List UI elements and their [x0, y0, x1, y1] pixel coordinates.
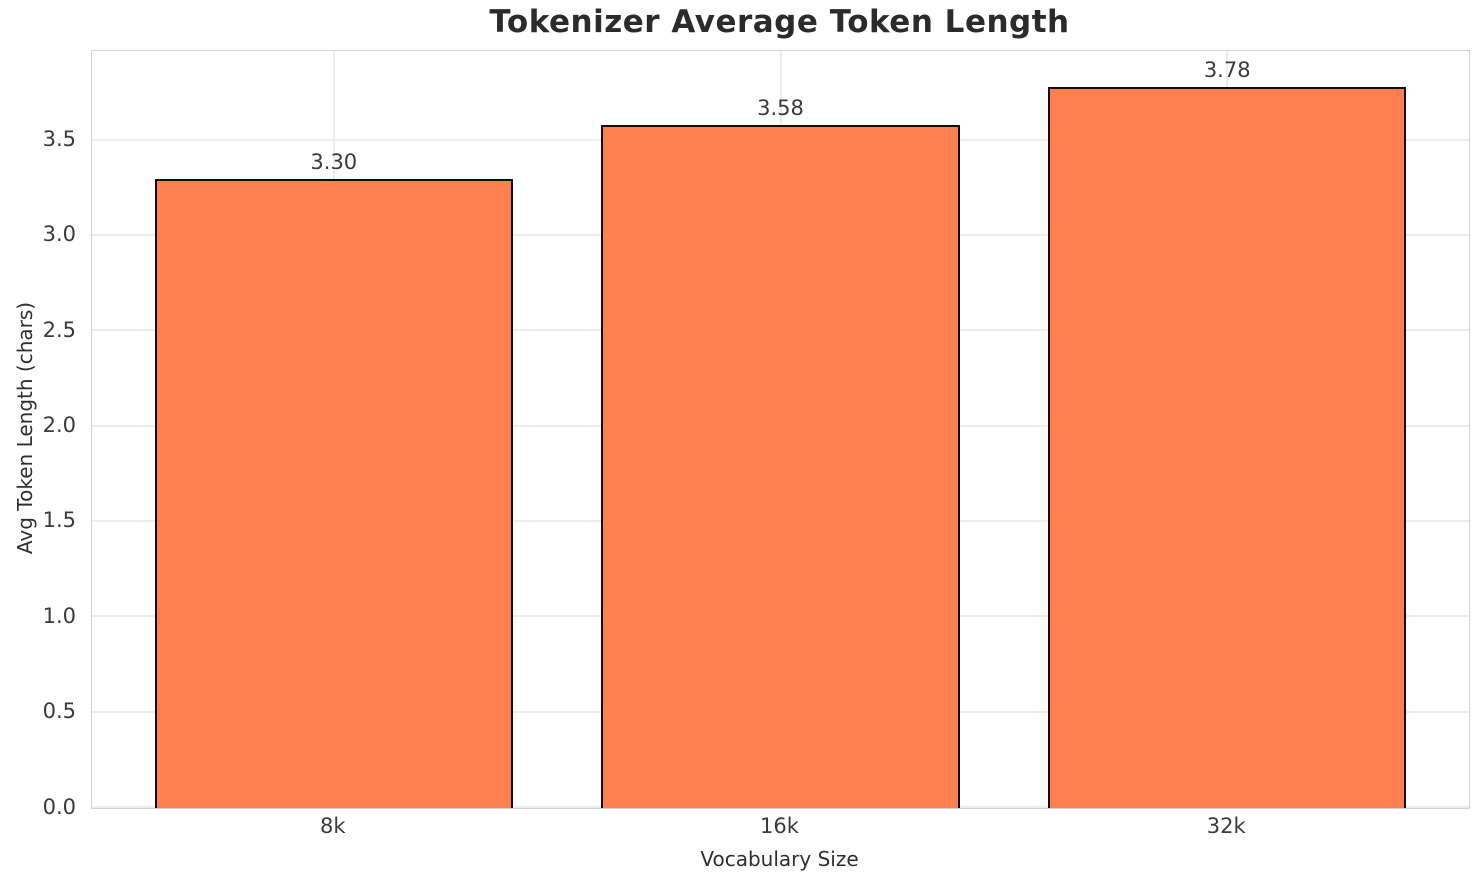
- y-tick-1.5: 1.5: [42, 508, 76, 533]
- bar-16k: [601, 125, 960, 808]
- y-tick-0.5: 0.5: [42, 699, 76, 724]
- chart-title: Tokenizer Average Token Length: [489, 4, 1070, 40]
- bar-value-label-16k: 3.58: [757, 96, 804, 121]
- y-tick-3.0: 3.0: [42, 222, 76, 247]
- bar-value-label-32k: 3.78: [1203, 58, 1251, 83]
- y-tick-2.0: 2.0: [42, 413, 76, 438]
- bar-32k: [1048, 87, 1407, 808]
- x-tick-32k: 32k: [1206, 814, 1246, 838]
- bar-value-label-8k: 3.30: [310, 149, 358, 174]
- x-axis-label: Vocabulary Size: [700, 847, 859, 871]
- bar-8k: [154, 178, 513, 808]
- y-tick-1.0: 1.0: [42, 603, 76, 628]
- y-tick-3.5: 3.5: [42, 127, 76, 152]
- x-tick-16k: 16k: [760, 814, 799, 838]
- plot-area: 3.30 3.58 3.78: [91, 50, 1470, 809]
- y-tick-0.0: 0.0: [42, 794, 76, 819]
- y-tick-2.5: 2.5: [42, 317, 76, 342]
- x-tick-8k: 8k: [320, 814, 346, 838]
